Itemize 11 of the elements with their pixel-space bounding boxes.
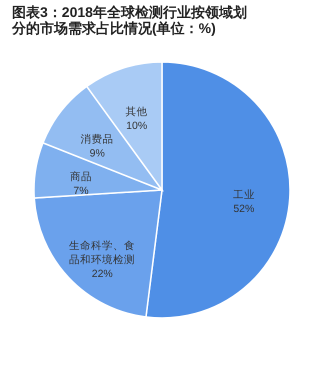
slice-label: 商品 [70,170,92,184]
data-label: 7% [73,185,89,198]
slice-label: 消费品 [80,132,114,146]
slice-label: 生命科学、食品和环境检测 [69,239,136,266]
data-label: 9% [90,148,105,160]
chart-title: 图表3：2018年全球检测行业按领域划分的市场需求占比情况(单位：%) [11,4,247,36]
slice-label: 工业 [232,188,255,202]
slice-label: 其他 [126,105,148,118]
data-label: 22% [92,268,113,280]
data-label: 52% [233,203,254,216]
data-label: 10% [126,120,148,132]
